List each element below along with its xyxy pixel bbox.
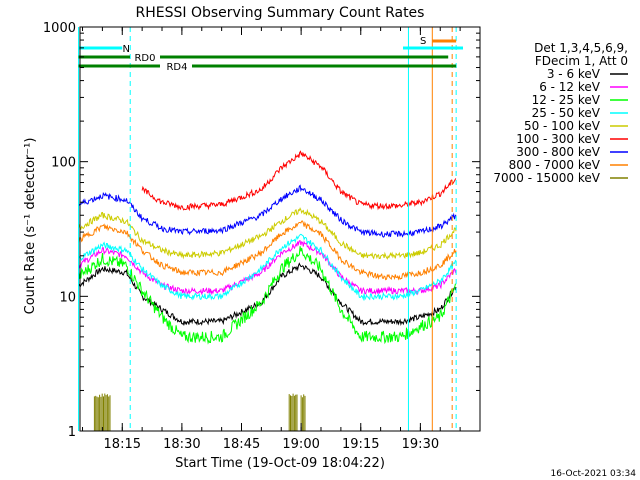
annotation-rd4-label: RD4 (166, 62, 187, 73)
legend-header: Det 1,3,4,5,6,9, (534, 41, 628, 55)
series-line (78, 233, 457, 301)
series-25-50-kev (78, 233, 457, 301)
y-tick-label: 10 (59, 290, 76, 305)
series-line (78, 207, 457, 260)
series-12-25-kev (78, 246, 457, 345)
series-3-6-kev (78, 262, 457, 326)
chart-title: RHESSI Observing Summary Count Rates (136, 5, 425, 21)
y-tick-label: 1000 (43, 21, 76, 36)
series-100-300-kev (141, 150, 457, 212)
legend-entry-label: 800 - 7000 keV (509, 158, 601, 172)
y-axis-label: Count Rate (s⁻¹ detector⁻¹) (23, 138, 38, 315)
x-tick-label: 19:00 (282, 437, 319, 452)
x-tick-label: 19:30 (402, 437, 439, 452)
series-line (78, 262, 457, 326)
plot-area (78, 150, 457, 431)
annotation-rd0-label: RD0 (134, 53, 155, 64)
y-tick-label: 1 (68, 425, 76, 440)
legend-entry-label: 3 - 6 keV (547, 67, 601, 81)
axis-layer: 1 10 100 1000 18:15 18:30 18:45 19:00 19:15 19:30 (43, 21, 481, 452)
x-tick-label: 18:30 (163, 437, 200, 452)
legend-entry-label: 300 - 800 keV (516, 145, 600, 159)
legend-entry-label: 50 - 100 keV (524, 119, 601, 133)
x-tick-label: 18:45 (223, 437, 260, 452)
legend-entry-label: 25 - 50 keV (532, 106, 601, 120)
x-axis-label: Start Time (19-Oct-09 18:04:22) (175, 456, 385, 471)
x-tick-label: 18:15 (104, 437, 141, 452)
series-line (78, 184, 457, 238)
series-line (78, 220, 457, 281)
series-800-7000-kev (78, 220, 457, 281)
series-300-800-kev (78, 184, 457, 238)
annotation-s-label: S (420, 36, 426, 47)
annotation-layer: N RD0 RD4 S (78, 27, 463, 431)
series-50-100-kev (78, 207, 457, 260)
footer-date: 16-Oct-2021 03:34 (551, 469, 637, 479)
legend: Det 1,3,4,5,6,9,FDecim 1, Att 03 - 6 keV… (493, 41, 628, 185)
series-line (78, 246, 457, 345)
y-tick-label: 100 (51, 156, 76, 171)
legend-header: FDecim 1, Att 0 (535, 54, 628, 68)
annotation-n-label: N (122, 44, 129, 55)
legend-entry-label: 6 - 12 keV (539, 80, 601, 94)
legend-entry-label: 7000 - 15000 keV (493, 171, 600, 185)
legend-entry-label: 12 - 25 keV (532, 93, 601, 107)
x-tick-label: 19:15 (342, 437, 379, 452)
series-line (141, 150, 457, 212)
plot-frame (79, 26, 481, 432)
legend-entry-label: 100 - 300 keV (516, 132, 600, 146)
series-7000-15000-kev (93, 393, 306, 431)
